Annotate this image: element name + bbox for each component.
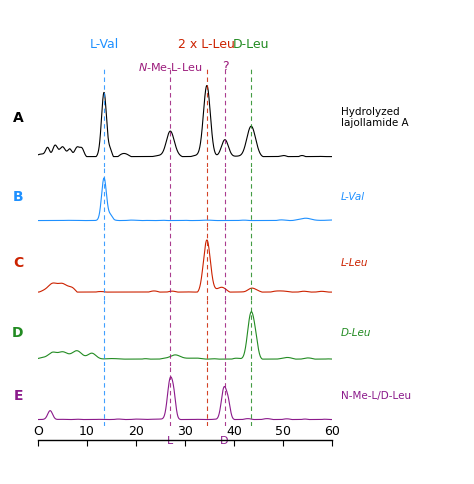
- Text: C: C: [13, 257, 23, 271]
- Text: D: D: [220, 436, 228, 446]
- Text: D-Leu: D-Leu: [341, 328, 371, 338]
- Text: A: A: [12, 110, 23, 124]
- Text: Hydrolyzed
lajollamide A: Hydrolyzed lajollamide A: [341, 106, 408, 128]
- Text: 2 x L-Leu: 2 x L-Leu: [179, 38, 235, 51]
- Text: D: D: [12, 326, 23, 340]
- Text: L: L: [167, 436, 173, 446]
- Text: ?: ?: [222, 60, 228, 73]
- Text: E: E: [14, 389, 23, 403]
- Text: $\it{N}$-Me-L-Leu: $\it{N}$-Me-L-Leu: [138, 60, 202, 73]
- Text: N-Me-L/D-Leu: N-Me-L/D-Leu: [341, 391, 411, 401]
- Text: B: B: [13, 190, 23, 204]
- Text: L-Leu: L-Leu: [341, 258, 368, 269]
- Text: L-Val: L-Val: [90, 38, 118, 51]
- Text: D-Leu: D-Leu: [233, 38, 269, 51]
- Text: L-Val: L-Val: [341, 192, 365, 202]
